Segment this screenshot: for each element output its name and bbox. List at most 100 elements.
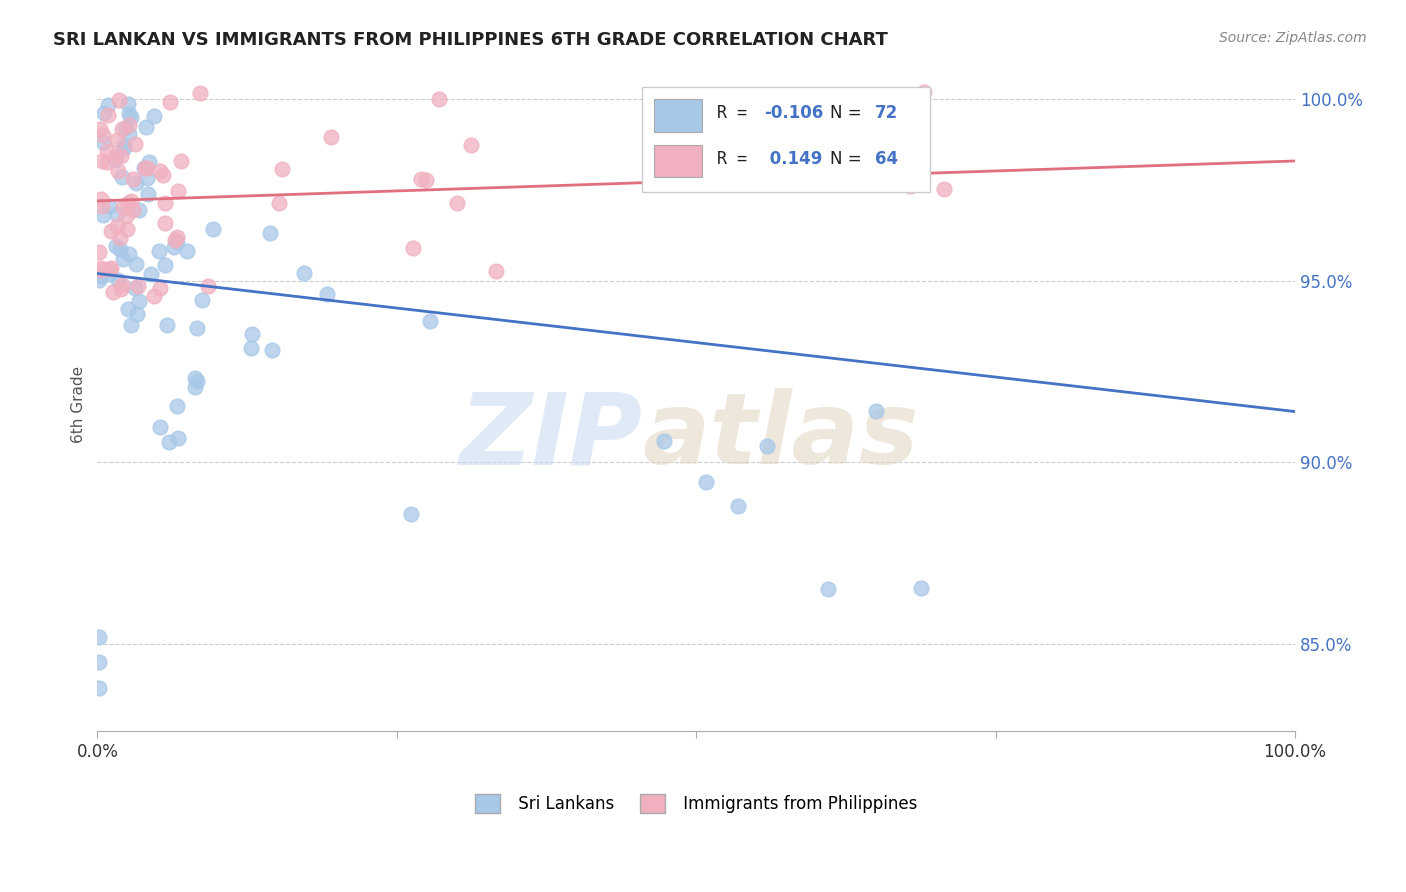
Point bbox=[108, 230, 131, 244]
Point bbox=[120, 194, 142, 208]
Point bbox=[166, 235, 188, 250]
Point bbox=[98, 267, 121, 281]
Point bbox=[262, 343, 284, 357]
Point bbox=[155, 216, 177, 230]
Point bbox=[240, 327, 263, 342]
Point bbox=[695, 475, 717, 490]
Point bbox=[427, 92, 450, 106]
Point bbox=[401, 507, 423, 521]
Point bbox=[183, 380, 205, 394]
Point bbox=[125, 307, 148, 321]
Point bbox=[152, 168, 174, 182]
Point bbox=[142, 109, 165, 123]
Point bbox=[149, 419, 172, 434]
Point bbox=[96, 145, 118, 159]
Point bbox=[90, 268, 112, 283]
Legend:  Sri Lankans,  Immigrants from Philippines: Sri Lankans, Immigrants from Philippines bbox=[467, 785, 925, 822]
FancyBboxPatch shape bbox=[654, 99, 702, 132]
Point bbox=[91, 136, 114, 150]
Point bbox=[197, 279, 219, 293]
Point bbox=[108, 93, 131, 107]
Point bbox=[166, 230, 188, 244]
Text: R =: R = bbox=[717, 104, 756, 122]
Point bbox=[188, 87, 211, 101]
Point bbox=[148, 244, 170, 259]
Point bbox=[446, 196, 468, 211]
Point bbox=[912, 85, 935, 99]
Point bbox=[239, 341, 262, 355]
Point bbox=[89, 122, 111, 136]
Point bbox=[186, 321, 208, 335]
Point bbox=[157, 434, 180, 449]
Point bbox=[136, 161, 159, 175]
Point bbox=[128, 293, 150, 308]
Point bbox=[125, 257, 148, 271]
Point bbox=[135, 120, 157, 134]
Text: N =: N = bbox=[831, 104, 868, 122]
Point bbox=[87, 244, 110, 259]
Point bbox=[105, 133, 128, 147]
Text: SRI LANKAN VS IMMIGRANTS FROM PHILIPPINES 6TH GRADE CORRELATION CHART: SRI LANKAN VS IMMIGRANTS FROM PHILIPPINE… bbox=[53, 31, 889, 49]
Point bbox=[111, 169, 134, 184]
FancyBboxPatch shape bbox=[654, 145, 702, 178]
Point bbox=[112, 201, 135, 215]
Point bbox=[191, 293, 214, 307]
Text: ZIP: ZIP bbox=[460, 389, 643, 485]
Point bbox=[100, 224, 122, 238]
Point bbox=[865, 404, 887, 418]
Point bbox=[259, 226, 281, 240]
Point bbox=[118, 127, 141, 141]
Point bbox=[271, 161, 294, 176]
Text: N =: N = bbox=[831, 150, 868, 169]
Point bbox=[202, 222, 225, 236]
Point bbox=[120, 110, 142, 124]
Point bbox=[87, 630, 110, 644]
Point bbox=[163, 240, 186, 254]
Point bbox=[934, 181, 956, 195]
Point bbox=[117, 195, 139, 210]
Point bbox=[652, 434, 675, 448]
Point bbox=[117, 97, 139, 112]
Point bbox=[136, 186, 159, 201]
Text: Source: ZipAtlas.com: Source: ZipAtlas.com bbox=[1219, 31, 1367, 45]
Point bbox=[107, 273, 129, 287]
Point bbox=[128, 202, 150, 217]
Point bbox=[170, 154, 193, 169]
Point bbox=[124, 280, 146, 294]
Point bbox=[105, 219, 128, 233]
Point bbox=[90, 260, 112, 275]
Point bbox=[166, 399, 188, 413]
Point bbox=[159, 95, 181, 110]
Point bbox=[163, 233, 186, 247]
Point bbox=[97, 98, 120, 112]
Point bbox=[269, 196, 291, 211]
Point bbox=[415, 173, 437, 187]
Point bbox=[112, 252, 135, 267]
Point bbox=[91, 153, 114, 168]
Text: -0.106: -0.106 bbox=[765, 104, 824, 122]
Point bbox=[121, 203, 143, 218]
Point bbox=[104, 153, 127, 167]
Point bbox=[105, 239, 128, 253]
Point bbox=[93, 208, 115, 222]
Point bbox=[316, 286, 339, 301]
Point bbox=[110, 282, 132, 296]
Point bbox=[90, 192, 112, 206]
Point bbox=[90, 263, 112, 277]
Text: R =: R = bbox=[717, 150, 766, 169]
Point bbox=[756, 439, 779, 453]
Point bbox=[97, 108, 120, 122]
Point bbox=[108, 242, 131, 256]
Point bbox=[460, 137, 482, 152]
Point bbox=[87, 655, 110, 669]
Point bbox=[118, 118, 141, 132]
FancyBboxPatch shape bbox=[643, 87, 929, 192]
Point bbox=[118, 246, 141, 260]
Text: 72: 72 bbox=[875, 104, 898, 122]
Point bbox=[110, 149, 132, 163]
Point bbox=[141, 267, 163, 281]
Point bbox=[120, 318, 142, 332]
Point bbox=[321, 129, 343, 144]
Point bbox=[91, 128, 114, 143]
Point bbox=[727, 499, 749, 513]
